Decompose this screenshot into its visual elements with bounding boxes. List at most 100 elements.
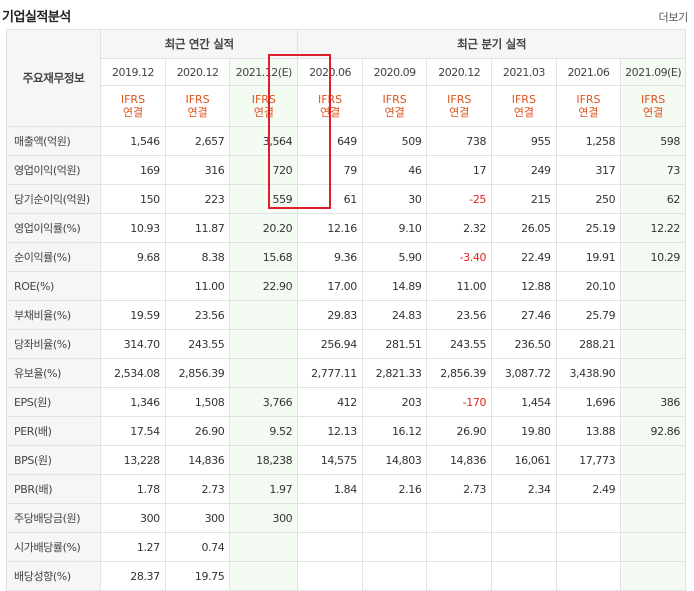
table-cell: 27.46 [491, 300, 557, 330]
more-link[interactable]: 더보기 [658, 11, 689, 24]
table-cell: 1,546 [100, 126, 166, 156]
table-cell [620, 474, 686, 504]
table-row: 시가배당률(%) 1.27 0.74 [5, 532, 686, 562]
table-cell: 314.70 [100, 329, 166, 359]
table-cell: 17.00 [297, 271, 363, 301]
table-cell [100, 271, 166, 301]
table-row: 당좌비율(%) 314.70 243.55 256.94 281.51 243.55 236… [5, 329, 686, 359]
table-row: 유보율(%) 2,534.08 2,856.39 2,777.11 2,821.33 2,… [5, 358, 686, 388]
table-cell [229, 329, 299, 359]
table-cell: 1.97 [229, 474, 299, 504]
table-cell: -3.40 [426, 242, 493, 272]
table-cell: 2,856.39 [426, 358, 493, 388]
table-cell: 26.90 [164, 416, 231, 446]
table-cell [361, 503, 428, 533]
table-cell: 12.88 [491, 271, 557, 301]
table-cell: 9.52 [229, 416, 299, 446]
table-cell [361, 561, 428, 591]
period-header: 2019.12 [100, 58, 166, 86]
table-cell: 1.78 [100, 474, 166, 504]
row-label-header: 주요재무정보 [5, 29, 102, 127]
table-cell: 23.56 [164, 300, 231, 330]
table-cell [620, 561, 686, 591]
table-cell: 1,508 [164, 387, 231, 417]
row-label: PER(배) [5, 416, 102, 446]
table-cell: 22.49 [491, 242, 557, 272]
table-cell: 2,856.39 [164, 358, 231, 388]
table-cell: 317 [555, 155, 622, 185]
table-cell: 236.50 [491, 329, 557, 359]
table-cell: 598 [620, 126, 686, 156]
table-cell [620, 329, 686, 359]
table-cell [229, 532, 299, 562]
table-cell [229, 358, 299, 388]
table-cell: 14,803 [361, 445, 428, 475]
financial-summary-table: 주요재무정보 최근 연간 실적 최근 분기 실적 2019.12 2020.12 2… [5, 29, 686, 591]
table-cell: 1.27 [100, 532, 166, 562]
table-cell: 13.88 [555, 416, 622, 446]
basis-header: IFRS 연결 [620, 85, 686, 127]
basis-header: IFRS 연결 [491, 85, 557, 127]
table-cell [620, 503, 686, 533]
table-cell: 22.90 [229, 271, 299, 301]
table-cell: 5.90 [361, 242, 428, 272]
table-cell: 9.68 [100, 242, 166, 272]
table-row: 영업이익률(%) 10.93 11.87 20.20 12.16 9.10 2.32 26.0… [5, 213, 686, 243]
table-cell [297, 561, 363, 591]
row-label: 주당배당금(원) [5, 503, 102, 533]
table-cell: 14,575 [297, 445, 363, 475]
table-cell: 18,238 [229, 445, 299, 475]
period-header-row: 2019.12 2020.12 2021.12(E) 2020.06 2020.09 20… [7, 58, 686, 86]
annual-group-header: 최근 연간 실적 [100, 29, 299, 59]
table-cell: 25.79 [555, 300, 622, 330]
table-cell: 8.38 [164, 242, 231, 272]
table-cell: 3,087.72 [491, 358, 557, 388]
table-cell [361, 532, 428, 562]
row-label: 유보율(%) [5, 358, 102, 388]
table-cell: 15.68 [229, 242, 299, 272]
table-row: 배당성향(%) 28.37 19.75 [5, 561, 686, 591]
table-cell: 2,821.33 [361, 358, 428, 388]
table-row: PBR(배) 1.78 2.73 1.97 1.84 2.16 2.73 2.34 2.49 [5, 474, 686, 504]
table-cell: 243.55 [426, 329, 493, 359]
table-cell: 24.83 [361, 300, 428, 330]
table-cell: 2,657 [164, 126, 231, 156]
row-label: 당기순이익(억원) [5, 184, 102, 214]
table-cell: 559 [229, 184, 299, 214]
row-label: PBR(배) [5, 474, 102, 504]
table-cell: 2.32 [426, 213, 493, 243]
table-cell: 738 [426, 126, 493, 156]
table-cell: 386 [620, 387, 686, 417]
table-cell: 288.21 [555, 329, 622, 359]
basis-header: IFRS 연결 [426, 85, 493, 127]
table-cell: 26.05 [491, 213, 557, 243]
period-header: 2020.06 [297, 58, 363, 86]
table-cell: -170 [426, 387, 493, 417]
table-cell: 300 [100, 503, 166, 533]
table-cell: 256.94 [297, 329, 363, 359]
period-header: 2020.09 [361, 58, 428, 86]
table-cell: 17 [426, 155, 493, 185]
table-cell: 2.34 [491, 474, 557, 504]
table-cell: 19.75 [164, 561, 231, 591]
table-cell: 2.73 [164, 474, 231, 504]
basis-header: IFRS 연결 [229, 85, 299, 127]
table-cell: 16,061 [491, 445, 557, 475]
table-cell: 12.16 [297, 213, 363, 243]
table-cell: 9.36 [297, 242, 363, 272]
table-cell [620, 358, 686, 388]
table-cell: 2,777.11 [297, 358, 363, 388]
table-cell: 62 [620, 184, 686, 214]
table-cell [229, 300, 299, 330]
table-cell: 92.86 [620, 416, 686, 446]
table-cell: 2.16 [361, 474, 428, 504]
table-cell [229, 561, 299, 591]
table-cell: 9.10 [361, 213, 428, 243]
table-cell: 11.00 [164, 271, 231, 301]
table-cell: 20.10 [555, 271, 622, 301]
table-cell: 1,258 [555, 126, 622, 156]
table-cell: 23.56 [426, 300, 493, 330]
row-label: EPS(원) [5, 387, 102, 417]
table-cell [555, 532, 622, 562]
table-cell [491, 561, 557, 591]
